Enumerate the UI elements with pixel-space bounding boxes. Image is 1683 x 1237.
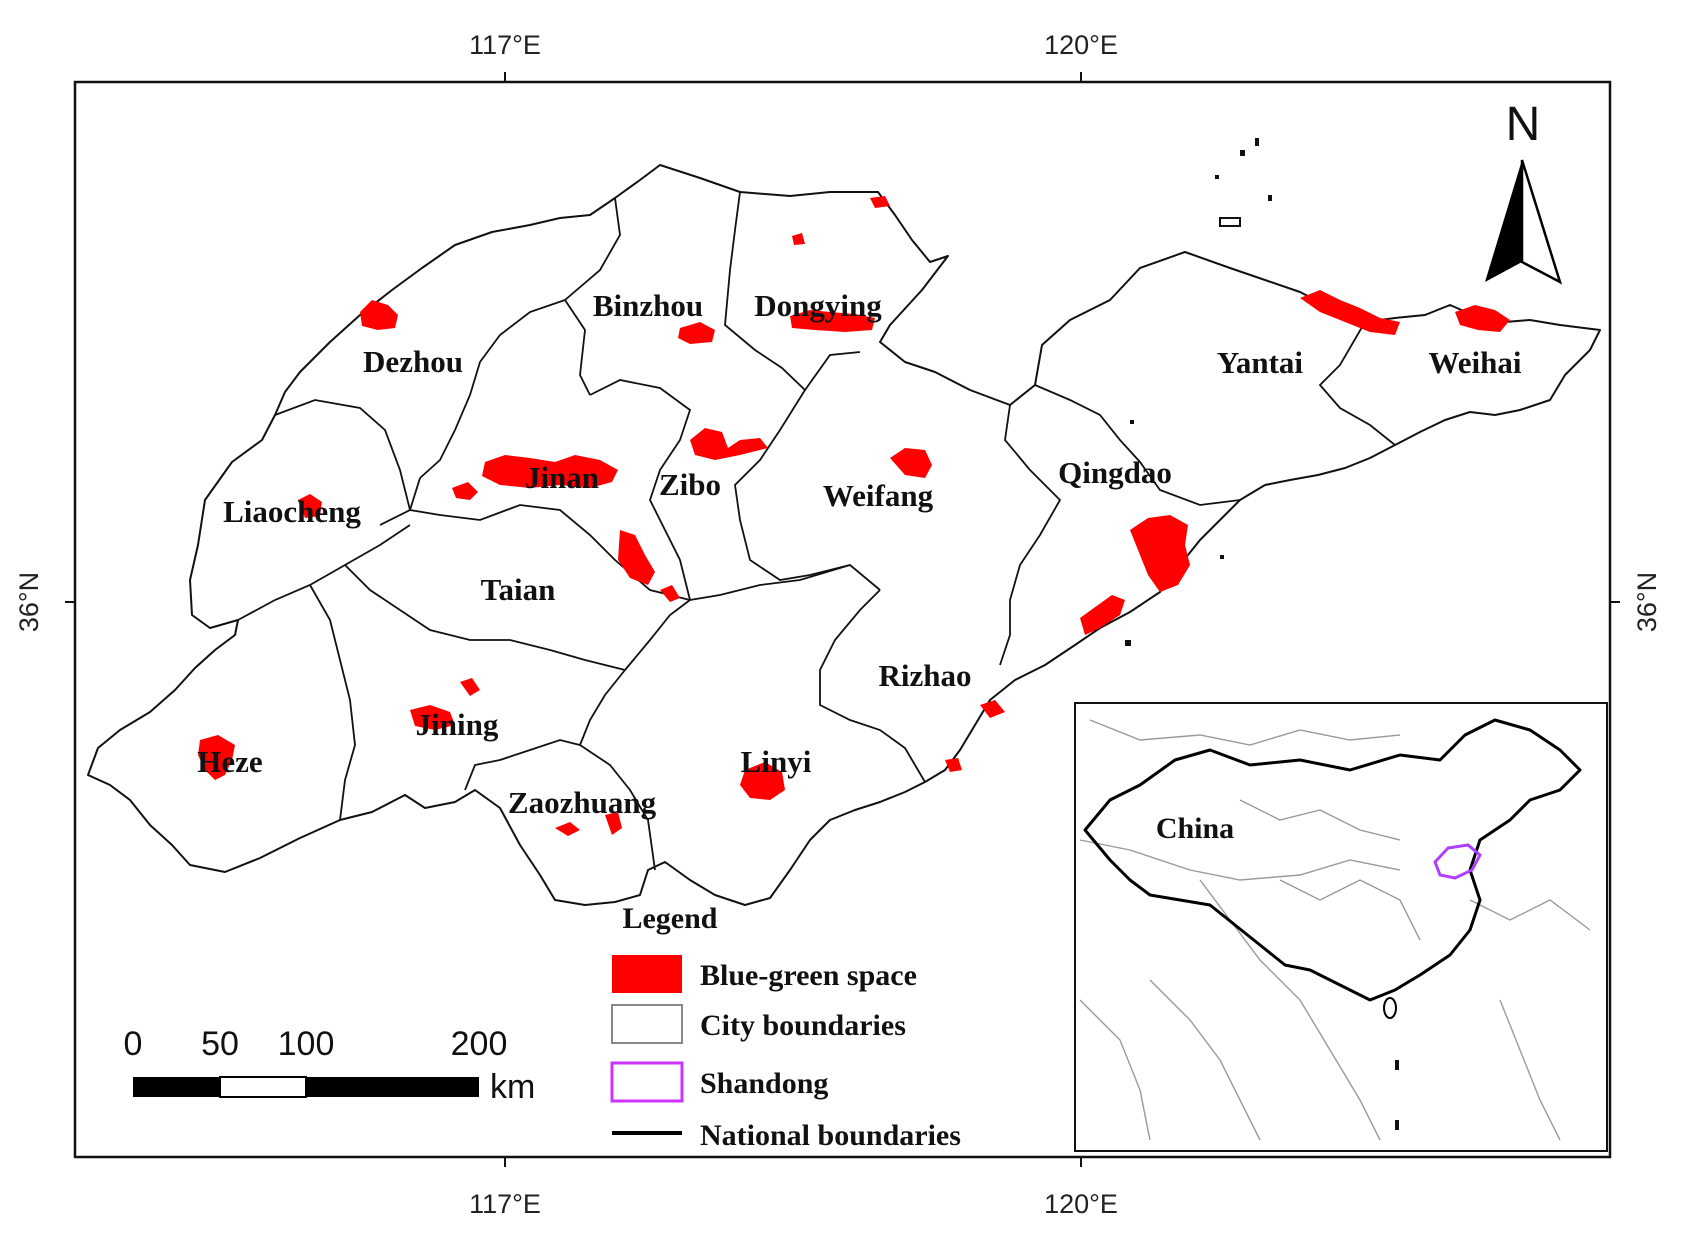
scale-segment [306,1077,479,1097]
national-boundary-china [1083,718,1582,1002]
city-label-weifang: Weifang [823,478,934,513]
scale-bar: 0 50 100 200 km [124,1025,536,1106]
city-label-zibo: Zibo [659,467,721,502]
scale-segment [219,1076,307,1098]
scale-tick-100: 100 [278,1025,335,1063]
shandong-highlight [1433,843,1482,880]
legend-label-blue-green: Blue-green space [700,959,917,992]
lon-label-top-117: 117°E [469,30,541,60]
city-label-dongying: Dongying [754,288,882,323]
inset-label-china: China [1156,812,1234,845]
lon-label-bottom-120: 120°E [1044,1189,1118,1219]
north-arrow-label: N [1506,98,1541,151]
legend-swatch-shandong [610,1061,684,1103]
city-boundaries [237,191,1396,871]
legend-swatch-blue-green [612,955,682,993]
city-label-jining: Jining [416,707,499,742]
scale-tick-0: 0 [124,1025,143,1063]
legend-title: Legend [622,902,717,935]
lat-label-left-36: 36°N [14,572,44,632]
inset-map: China [1074,702,1608,1152]
blue-green-space-patches [198,196,1510,836]
city-label-heze: Heze [197,744,262,779]
lon-label-top-120: 120°E [1044,30,1118,60]
legend-label-shandong: Shandong [700,1067,828,1100]
scale-tick-50: 50 [201,1025,239,1063]
legend-swatch-city [611,1004,683,1044]
inset-frame [1074,702,1608,1152]
legend-label-city: City boundaries [700,1009,906,1042]
lon-label-bottom-117: 117°E [469,1189,541,1219]
city-label-rizhao: Rizhao [879,658,972,693]
city-label-qingdao: Qingdao [1058,455,1172,490]
city-label-linyi: Linyi [741,744,812,779]
city-label-zaozhuang: Zaozhuang [508,785,657,820]
city-label-jinan: Jinan [525,460,599,495]
scale-tick-200: 200 [451,1025,508,1063]
legend: Legend Blue-green space City boundaries … [610,902,961,1152]
city-label-taian: Taian [481,572,556,607]
city-label-weihai: Weihai [1428,345,1521,380]
legend-label-national: National boundaries [700,1119,961,1152]
city-label-dezhou: Dezhou [363,344,463,379]
city-label-binzhou: Binzhou [593,288,703,323]
islands [1125,138,1272,646]
city-label-liaocheng: Liaocheng [223,494,361,529]
city-label-yantai: Yantai [1217,345,1304,380]
scale-unit: km [490,1068,535,1106]
north-arrow-icon: N [1485,98,1563,285]
scale-segment [133,1077,220,1097]
lat-label-right-36: 36°N [1632,572,1662,632]
